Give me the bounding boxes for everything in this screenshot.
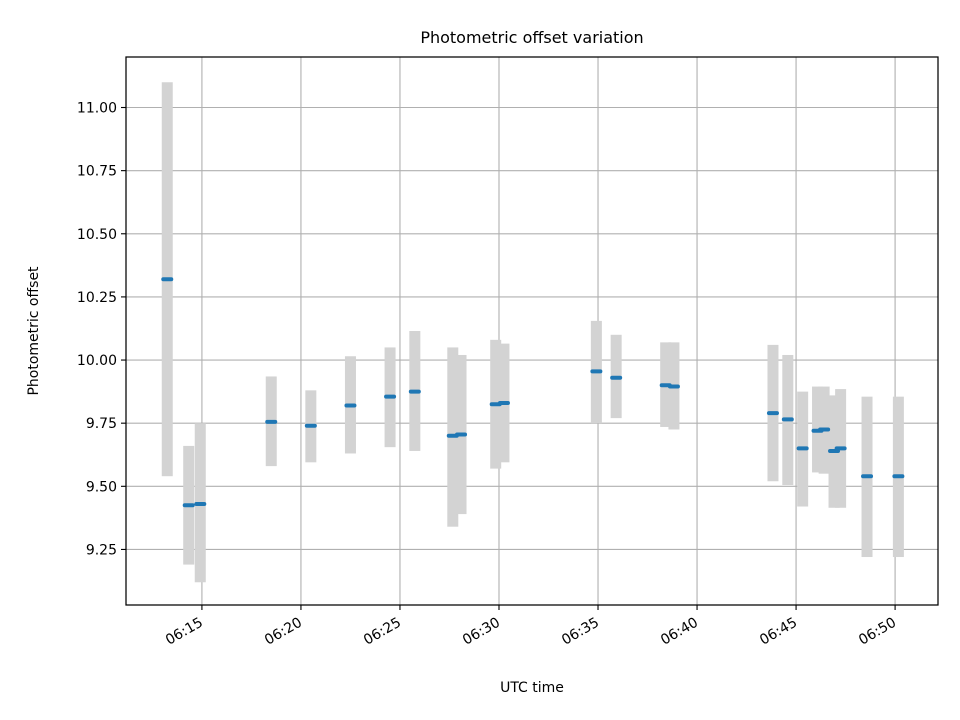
data-point [892, 474, 905, 479]
data-point [834, 446, 847, 451]
data-point [781, 417, 794, 422]
data-point [384, 394, 397, 399]
plot-frame [125, 56, 939, 606]
data-point [796, 446, 809, 451]
data-point [455, 432, 468, 437]
y-tick-label: 9.50 [86, 479, 117, 495]
y-tick-label: 10.50 [77, 227, 117, 243]
data-point [818, 427, 831, 432]
data-point [182, 503, 195, 508]
y-tick-label: 10.75 [77, 164, 117, 180]
y-tick-label: 9.75 [86, 416, 117, 432]
data-point [194, 501, 207, 506]
plot-area [126, 57, 938, 605]
data-point [861, 474, 874, 479]
data-point [408, 389, 421, 394]
data-point [766, 411, 779, 416]
y-tick-label: 11.00 [77, 101, 117, 117]
data-point [610, 375, 623, 380]
data-point [265, 419, 278, 424]
data-points [161, 277, 905, 508]
data-point [161, 277, 174, 282]
y-axis-label: Photometric offset [26, 266, 42, 396]
data-point [667, 384, 680, 389]
y-tick-label: 10.25 [77, 290, 117, 306]
y-axis-ticks: 9.25 9.50 9.75 10.00 10.25 10.50 10.75 11.00 [77, 101, 126, 558]
x-axis-label: UTC time [500, 680, 564, 696]
data-point [304, 423, 317, 428]
data-point [344, 403, 357, 408]
data-point [497, 400, 510, 405]
data-point [590, 369, 603, 374]
y-tick-label: 10.00 [77, 353, 117, 369]
y-tick-label: 9.25 [86, 542, 117, 558]
chart-title: Photometric offset variation [420, 28, 643, 47]
